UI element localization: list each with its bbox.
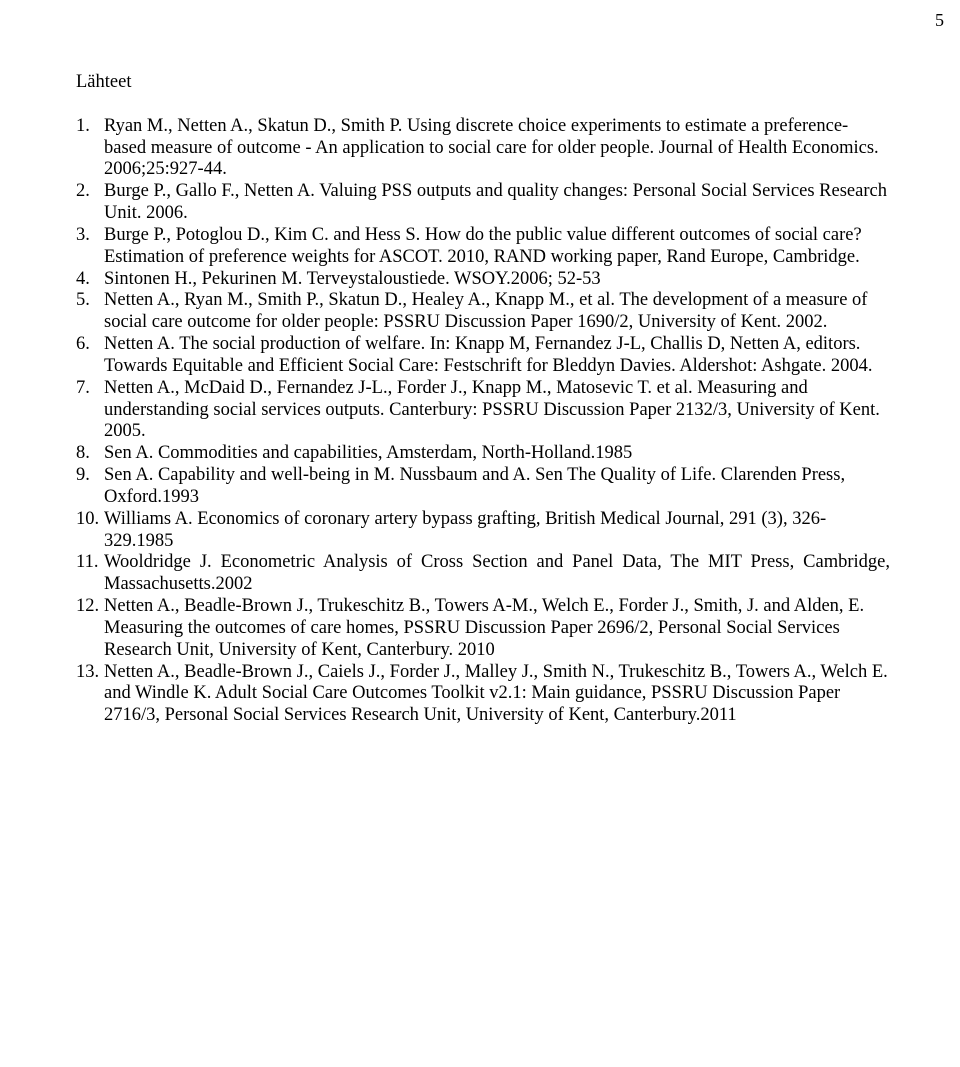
reference-text: Ryan M., Netten A., Skatun D., Smith P. … xyxy=(104,116,890,181)
reference-text: Burge P., Gallo F., Netten A. Valuing PS… xyxy=(104,181,890,225)
reference-number: 4. xyxy=(76,269,104,291)
reference-item: 13.Netten A., Beadle-Brown J., Caiels J.… xyxy=(76,662,890,727)
reference-item: 4.Sintonen H., Pekurinen M. Terveystalou… xyxy=(76,269,890,291)
reference-item: 1.Ryan M., Netten A., Skatun D., Smith P… xyxy=(76,116,890,181)
document-page: 5 Lähteet 1.Ryan M., Netten A., Skatun D… xyxy=(0,0,960,1067)
reference-text: Wooldridge J. Econometric Analysis of Cr… xyxy=(104,552,890,596)
reference-text: Sen A. Capability and well-being in M. N… xyxy=(104,465,890,509)
references-heading: Lähteet xyxy=(76,72,890,94)
reference-number: 7. xyxy=(76,378,104,400)
reference-item: 10.Williams A. Economics of coronary art… xyxy=(76,509,890,553)
reference-item: 8.Sen A. Commodities and capabilities, A… xyxy=(76,443,890,465)
reference-item: 12.Netten A., Beadle-Brown J., Trukeschi… xyxy=(76,596,890,661)
reference-text: Burge P., Potoglou D., Kim C. and Hess S… xyxy=(104,225,890,269)
references-list: 1.Ryan M., Netten A., Skatun D., Smith P… xyxy=(76,116,890,727)
reference-text: Sen A. Commodities and capabilities, Ams… xyxy=(104,443,890,465)
reference-number: 11. xyxy=(76,552,104,574)
reference-text: Netten A., Beadle-Brown J., Trukeschitz … xyxy=(104,596,890,661)
page-number: 5 xyxy=(935,10,944,31)
reference-number: 13. xyxy=(76,662,104,684)
reference-text: Williams A. Economics of coronary artery… xyxy=(104,509,890,553)
reference-item: 6.Netten A. The social production of wel… xyxy=(76,334,890,378)
reference-item: 7.Netten A., McDaid D., Fernandez J-L., … xyxy=(76,378,890,443)
reference-text: Netten A., Beadle-Brown J., Caiels J., F… xyxy=(104,662,890,727)
reference-number: 6. xyxy=(76,334,104,356)
reference-text: Sintonen H., Pekurinen M. Terveystaloust… xyxy=(104,269,890,291)
reference-item: 9.Sen A. Capability and well-being in M.… xyxy=(76,465,890,509)
reference-item: 11.Wooldridge J. Econometric Analysis of… xyxy=(76,552,890,596)
reference-number: 2. xyxy=(76,181,104,203)
reference-number: 1. xyxy=(76,116,104,138)
reference-item: 5.Netten A., Ryan M., Smith P., Skatun D… xyxy=(76,290,890,334)
reference-text: Netten A. The social production of welfa… xyxy=(104,334,890,378)
reference-number: 5. xyxy=(76,290,104,312)
reference-item: 3.Burge P., Potoglou D., Kim C. and Hess… xyxy=(76,225,890,269)
reference-number: 3. xyxy=(76,225,104,247)
reference-text: Netten A., Ryan M., Smith P., Skatun D.,… xyxy=(104,290,890,334)
reference-item: 2.Burge P., Gallo F., Netten A. Valuing … xyxy=(76,181,890,225)
reference-number: 8. xyxy=(76,443,104,465)
reference-text: Netten A., McDaid D., Fernandez J-L., Fo… xyxy=(104,378,890,443)
reference-number: 10. xyxy=(76,509,104,531)
reference-number: 9. xyxy=(76,465,104,487)
reference-number: 12. xyxy=(76,596,104,618)
